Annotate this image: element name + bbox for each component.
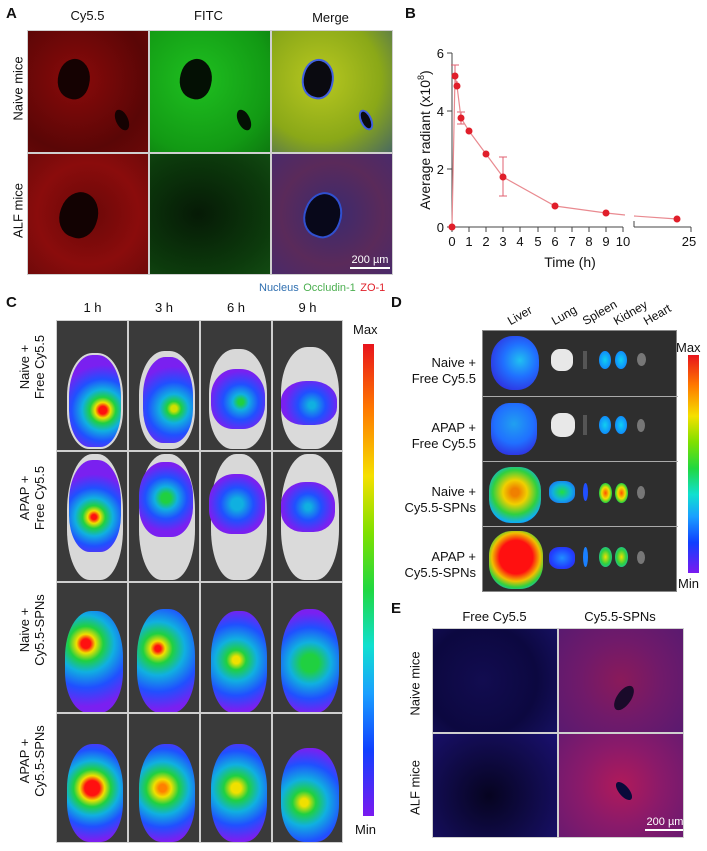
ivis-c-r1-9h: [272, 320, 343, 451]
svg-text:1: 1: [465, 234, 472, 249]
panel-c-col-1h: 1 h: [83, 300, 102, 315]
micrograph-a-naive-merge: [271, 30, 393, 153]
svg-text:5: 5: [534, 234, 541, 249]
panel-d-row-3: Naive + Cy5.5-SPNs: [404, 484, 476, 515]
ivis-c-r3-3h: [128, 582, 200, 713]
ivis-c-r2-1h: [56, 451, 128, 582]
panel-a-scale-bar-label: 200 µm: [351, 254, 389, 266]
panel-a-scale-bar: 200 µm: [350, 254, 390, 269]
x-axis-label: Time (h): [544, 254, 596, 270]
micrograph-a-alf-cy55: [27, 153, 149, 275]
panel-c-row-1: Naive + Free Cy5.5: [17, 334, 47, 400]
svg-text:7: 7: [568, 234, 575, 249]
organ-label-spleen: Spleen: [580, 297, 620, 328]
organ-label-liver: Liver: [505, 302, 535, 328]
panel-e-letter: E: [391, 600, 402, 617]
panel-d-colorbar-max: Max: [676, 340, 701, 355]
panel-e-col-free: Free Cy5.5: [462, 609, 527, 624]
panel-a-row-naive: Naive mice: [10, 56, 26, 121]
svg-text:8: 8: [585, 234, 592, 249]
panel-e-scale-bar: 200 µm: [645, 816, 684, 831]
y-tick-4: 4: [437, 104, 444, 119]
ivis-c-r2-3h: [128, 451, 200, 582]
series-line: [451, 75, 626, 228]
micrograph-e-alf-spns: 200 µm: [558, 733, 684, 838]
panel-d-colorbar: [688, 355, 699, 573]
ivis-c-r1-6h: [200, 320, 272, 451]
panel-e-col-spns: Cy5.5-SPNs: [584, 609, 656, 624]
panel-c-row-3: Naive + Cy5.5-SPNs: [17, 594, 47, 666]
panel-b-letter: B: [405, 5, 416, 22]
svg-text:2: 2: [482, 234, 489, 249]
y-tick-0: 0: [437, 220, 444, 235]
svg-text:4: 4: [516, 234, 523, 249]
panel-a-col-fitc: FITC: [194, 8, 223, 23]
panel-d-row-1: Naive + Free Cy5.5: [411, 355, 476, 386]
panel-a-letter: A: [6, 5, 17, 22]
ivis-c-r1-1h: [56, 320, 128, 451]
ivis-c-r4-6h: [200, 713, 272, 843]
ivis-c-r3-9h: [272, 582, 343, 713]
y-axis-label: Average radiant (x108): [416, 70, 433, 209]
micrograph-e-naive-spns: [558, 628, 684, 733]
panel-d-row-4: APAP + Cy5.5-SPNs: [404, 549, 476, 580]
scale-bar-line: [350, 267, 390, 269]
scale-bar-line: [645, 829, 683, 831]
micrograph-e-alf-free: [432, 733, 558, 838]
panel-d-colorbar-min: Min: [678, 576, 699, 591]
ivis-c-r2-6h: [200, 451, 272, 582]
panel-c-colorbar-max: Max: [353, 322, 378, 337]
panel-a-col-merge: Merge: [312, 10, 349, 25]
micrograph-a-alf-merge: 200 µm: [271, 153, 393, 275]
legend-nucleus: Nucleus: [259, 282, 299, 294]
ivis-c-r1-3h: [128, 320, 200, 451]
ivis-c-r4-9h: [272, 713, 343, 843]
panel-d-letter: D: [391, 294, 402, 311]
panel-e-scale-bar-label: 200 µm: [646, 816, 684, 828]
panel-c-colorbar-min: Min: [355, 822, 376, 837]
ivis-c-r4-3h: [128, 713, 200, 843]
panel-c-col-6h: 6 h: [226, 300, 246, 315]
panel-a-legend: Nucleus Occludin-1 ZO-1: [259, 278, 385, 296]
svg-text:25: 25: [682, 234, 696, 249]
svg-text:10: 10: [616, 234, 630, 249]
svg-text:0: 0: [448, 234, 455, 249]
svg-text:6: 6: [551, 234, 558, 249]
panel-c-col-9h: 9 h: [298, 300, 317, 315]
panel-d-row-2: APAP + Free Cy5.5: [411, 420, 476, 451]
ivis-c-r2-9h: [272, 451, 343, 582]
y-tick-6: 6: [437, 46, 444, 61]
micrograph-a-naive-fitc: [149, 30, 271, 153]
panel-e-row-alf: ALF mice: [407, 760, 423, 815]
micrograph-a-alf-fitc: [149, 153, 271, 275]
panel-c-row-4: APAP + Cy5.5-SPNs: [17, 725, 47, 797]
panel-c-row-2: APAP + Free Cy5.5: [17, 465, 47, 531]
legend-zo1: ZO-1: [360, 282, 386, 294]
ivis-c-r4-1h: [56, 713, 128, 843]
panel-a-col-cy55: Cy5.5: [70, 8, 105, 23]
svg-text:3: 3: [499, 234, 506, 249]
panel-a-row-alf: ALF mice: [10, 183, 26, 238]
y-tick-2: 2: [437, 162, 444, 177]
micrograph-e-naive-free: [432, 628, 558, 733]
panel-c-col-3h: 3 h: [154, 300, 174, 315]
micrograph-a-naive-cy55: [27, 30, 149, 153]
ex-vivo-organ-image: [482, 330, 678, 592]
ivis-c-r3-6h: [200, 582, 272, 713]
organ-label-lung: Lung: [549, 302, 580, 328]
panel-c-colorbar: [363, 344, 374, 816]
legend-occludin: Occludin-1: [303, 282, 356, 294]
ivis-c-r3-1h: [56, 582, 128, 713]
svg-text:9: 9: [602, 234, 609, 249]
panel-e-row-naive: Naive mice: [407, 651, 423, 716]
panel-c-letter: C: [6, 294, 17, 311]
